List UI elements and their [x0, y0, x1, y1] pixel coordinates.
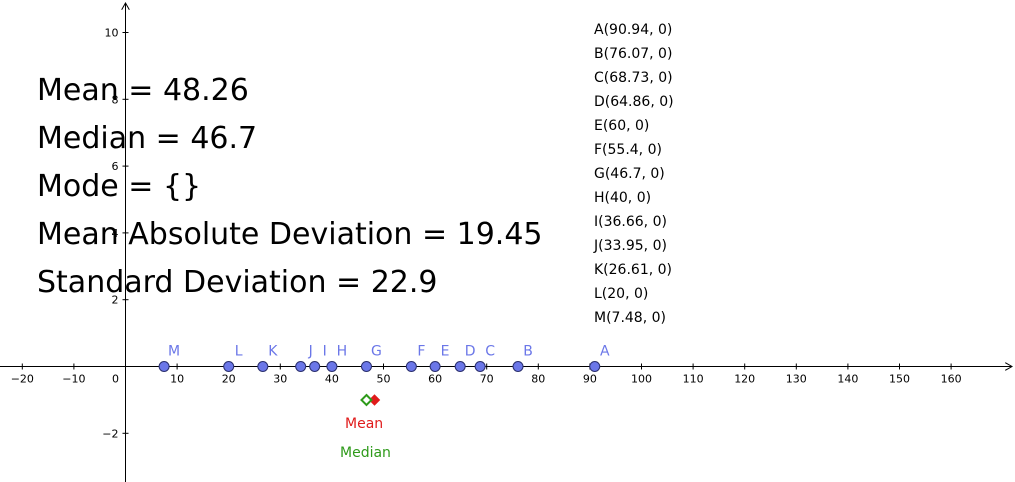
coord-f: F(55.4, 0) [594, 142, 662, 158]
coord-e: E(60, 0) [594, 118, 650, 134]
y-tick-label: 10 [105, 27, 119, 40]
mean-marker-label: Mean [345, 416, 384, 432]
coord-g: G(46.7, 0) [594, 166, 665, 182]
mode-text: Mode = {} [37, 169, 202, 204]
x-tick-label: 50 [377, 373, 391, 386]
point-j[interactable] [295, 361, 307, 372]
point-f[interactable] [405, 361, 417, 372]
point-c[interactable] [474, 361, 486, 372]
coord-a: A(90.94, 0) [594, 22, 673, 38]
mad-text: Mean Absolute Deviation = 19.45 [37, 217, 543, 252]
point-label-f: F [417, 344, 425, 360]
mean-text: Mean = 48.26 [37, 73, 249, 108]
y-tick-label: 4 [112, 227, 119, 240]
x-tick-label: 120 [734, 373, 755, 386]
x-tick-label: 0 [112, 373, 119, 386]
x-tick-label: 20 [222, 373, 236, 386]
point-label-i: I [323, 344, 327, 360]
x-tick-label: 10 [170, 373, 184, 386]
median-marker [360, 393, 373, 407]
point-label-b: B [523, 344, 533, 360]
point-label-h: H [337, 344, 348, 360]
y-tick-label: 2 [112, 294, 119, 307]
coord-i: I(36.66, 0) [594, 214, 667, 230]
median-marker-label: Median [340, 445, 391, 461]
coord-d: D(64.86, 0) [594, 94, 674, 110]
point-b[interactable] [512, 361, 524, 372]
point-e[interactable] [429, 361, 441, 372]
coord-l: L(20, 0) [594, 286, 649, 302]
x-tick-label: 140 [837, 373, 858, 386]
point-k[interactable] [257, 361, 269, 372]
point-label-k: K [268, 344, 278, 360]
x-tick-label: 60 [428, 373, 442, 386]
coord-h: H(40, 0) [594, 190, 652, 206]
coordinate-list: A(90.94, 0) B(76.07, 0) C(68.73, 0) D(64… [594, 20, 674, 332]
x-tick-label: 110 [683, 373, 704, 386]
point-label-j: J [308, 344, 313, 360]
point-label-a: A [600, 344, 610, 360]
y-tick-label: −2 [102, 427, 118, 440]
coord-m: M(7.48, 0) [594, 310, 666, 326]
point-m[interactable] [158, 361, 170, 372]
x-tick-label: 160 [941, 373, 962, 386]
coord-j: J(33.95, 0) [594, 238, 667, 254]
point-label-g: G [371, 344, 382, 360]
coord-b: B(76.07, 0) [594, 46, 673, 62]
point-i[interactable] [309, 361, 321, 372]
sd-text: Standard Deviation = 22.9 [37, 265, 438, 300]
point-label-l: L [235, 344, 243, 360]
x-tick-label: −10 [62, 373, 85, 386]
x-tick-label: −20 [11, 373, 34, 386]
x-tick-label: 30 [273, 373, 287, 386]
point-l[interactable] [223, 361, 235, 372]
x-tick-label: 150 [889, 373, 910, 386]
y-tick-label: 8 [112, 93, 119, 106]
point-label-c: C [485, 344, 495, 360]
point-g[interactable] [360, 361, 372, 372]
x-tick-label: 70 [480, 373, 494, 386]
y-tick-label: 6 [112, 160, 119, 173]
x-tick-label: 100 [631, 373, 652, 386]
coord-c: C(68.73, 0) [594, 70, 673, 86]
point-label-d: D [465, 344, 476, 360]
median-text: Median = 46.7 [37, 121, 258, 156]
coord-k: K(26.61, 0) [594, 262, 672, 278]
x-tick-label: 90 [583, 373, 597, 386]
x-tick-label: 40 [325, 373, 339, 386]
point-label-e: E [441, 344, 450, 360]
point-h[interactable] [326, 361, 338, 372]
point-label-m: M [168, 344, 180, 360]
point-d[interactable] [454, 361, 466, 372]
x-tick-label: 80 [531, 373, 545, 386]
point-a[interactable] [589, 361, 601, 372]
x-tick-label: 130 [786, 373, 807, 386]
